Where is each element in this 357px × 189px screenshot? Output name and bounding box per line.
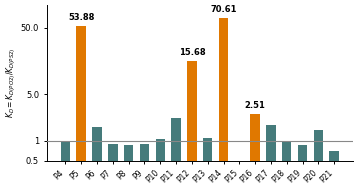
Text: 15.68: 15.68	[178, 48, 205, 57]
Bar	[171, 118, 181, 189]
Text: 53.88: 53.88	[68, 12, 94, 22]
Bar	[250, 114, 260, 189]
Text: 70.61: 70.61	[210, 5, 237, 14]
Bar	[76, 26, 86, 189]
Bar	[266, 125, 276, 189]
Bar	[282, 142, 292, 189]
Bar	[298, 145, 307, 189]
Bar	[92, 127, 102, 189]
Bar	[314, 130, 323, 189]
Bar	[140, 144, 149, 189]
Bar	[330, 151, 339, 189]
Bar	[203, 138, 212, 189]
Bar	[156, 139, 165, 189]
Bar	[61, 141, 70, 189]
Bar	[108, 144, 117, 189]
Text: 2.51: 2.51	[245, 101, 266, 110]
Bar	[187, 61, 197, 189]
Bar	[235, 164, 244, 189]
Bar	[124, 145, 134, 189]
Y-axis label: $K_D=K_{D(PO2)}/K_{D(PS2)}$: $K_D=K_{D(PO2)}/K_{D(PS2)}$	[4, 48, 18, 118]
Bar	[219, 18, 228, 189]
